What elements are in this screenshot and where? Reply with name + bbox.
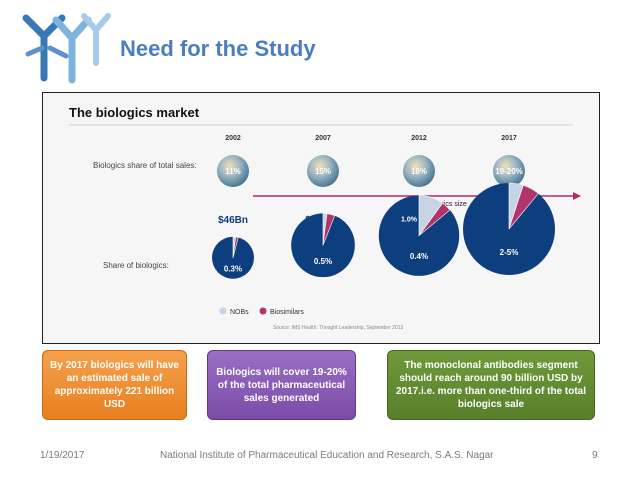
globe-icon [307, 155, 339, 187]
nob-share-label: 1.0% [401, 217, 418, 224]
biosimilar-share-label: 0.4% [410, 252, 428, 261]
globe-icon [493, 155, 525, 187]
figure-heading: The biologics market [69, 105, 200, 120]
footer-page-number: 9 [592, 450, 598, 461]
callout-monoclonal-antibodies: The monoclonal antibodies segment should… [387, 350, 595, 420]
biosimilar-slice [418, 202, 451, 236]
biosimilar-share-label: 0.3% [224, 264, 242, 273]
growth-arrow-head [573, 192, 581, 200]
share-of-total-sales-label: 11% [225, 167, 241, 176]
slide-title: Need for the Study [120, 36, 316, 61]
biosimilar-share-label: 0.5% [314, 257, 332, 266]
year-label: 2002 [225, 135, 241, 142]
globe-icon [403, 155, 435, 187]
figure-source: Source: IMS Health: Thought Leadership, … [273, 325, 403, 331]
biosimilar-share-label: 2-5% [500, 248, 519, 257]
antibody-icon [22, 13, 111, 84]
callout-estimated-sale-text: By 2017 biologics will have an estimated… [50, 360, 179, 410]
biosimilar-slice [232, 236, 239, 258]
biosimilar-slice [322, 213, 336, 246]
globe-icon [217, 155, 249, 187]
legend-nobs-swatch [219, 307, 227, 315]
footer-institution: National Institute of Pharmaceutical Edu… [160, 450, 494, 461]
biologics-market-figure: The biologics market Biologics share of … [42, 92, 600, 344]
year-label: 2012 [411, 135, 427, 142]
antibody-logo [22, 13, 111, 84]
year-label: 2007 [315, 135, 331, 142]
callout-monoclonal-antibodies-text: The monoclonal antibodies segment should… [395, 360, 587, 410]
row1-label: Biologics share of total sales: [93, 161, 197, 170]
callout-share-of-sales-text: Biologics will cover 19-20% of the total… [216, 366, 347, 404]
share-of-total-sales-label: 18% [411, 167, 427, 176]
year-label: 2017 [501, 135, 517, 142]
callout-estimated-sale: By 2017 biologics will have an estimated… [42, 350, 187, 420]
biologics-market-graphic: The biologics market Biologics share of … [43, 93, 599, 343]
legend-biosimilars: Biosimilars [270, 309, 304, 316]
legend-nobs: NOBs [230, 309, 249, 316]
legend-biosimilars-swatch [259, 307, 267, 315]
row2-label: Share of biologics: [103, 261, 169, 270]
footer-date: 1/19/2017 [40, 450, 85, 461]
market-size-label: $46Bn [218, 215, 248, 226]
callout-share-of-sales: Biologics will cover 19-20% of the total… [207, 350, 356, 420]
biosimilar-slice [508, 184, 539, 230]
share-of-total-sales-label: 19-20% [495, 167, 523, 176]
share-of-total-sales-label: 15% [315, 167, 331, 176]
